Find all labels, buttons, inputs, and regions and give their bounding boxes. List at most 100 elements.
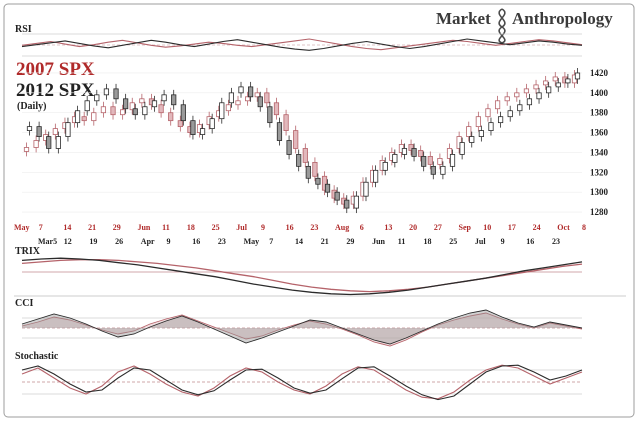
rsi-series-2007: [21, 38, 583, 51]
candle-body-series-2012: [517, 104, 523, 112]
candle-body-series-2007: [81, 116, 87, 122]
candle-body-series-2012: [286, 140, 292, 155]
candle-body-series-2007: [158, 104, 164, 114]
candle-body-series-2012: [344, 199, 350, 209]
candle-body-series-2012: [421, 156, 427, 167]
cci-line-series-2012: [21, 309, 583, 345]
x-tick-2007: 6: [360, 223, 364, 232]
candle-body-series-2012: [324, 183, 331, 193]
x-tick-2012: 11: [398, 237, 406, 246]
brand-left: Market: [436, 9, 491, 28]
y-tick-label: 1280: [590, 207, 609, 217]
y-tick-label: 1380: [590, 108, 609, 118]
rsi-series-2012: [21, 38, 583, 51]
x-tick-2012: 23: [218, 237, 226, 246]
candle-body-series-2012: [151, 100, 158, 108]
x-tick-2007: 24: [533, 223, 541, 232]
candle-body-series-2007: [293, 130, 299, 149]
stochastic-panel: Stochastic: [15, 351, 583, 401]
candle-body-series-2007: [446, 148, 453, 159]
x-tick-2012: 16: [192, 237, 200, 246]
dna-helix-icon: [498, 8, 506, 44]
candle-body-series-2007: [408, 144, 414, 151]
candle-body-series-2007: [254, 92, 260, 98]
candle-body-series-2012: [267, 106, 273, 124]
candle-body-series-2012: [209, 118, 215, 130]
x-tick-2012: Jul: [475, 237, 486, 246]
x-tick-2007: Jul: [236, 223, 247, 232]
candle-body-series-2012: [440, 165, 446, 175]
candle-body-series-2007: [494, 100, 501, 110]
x-tick-2012: 26: [115, 237, 123, 246]
rsi-title: RSI: [15, 24, 32, 35]
trix-panel: TRIX: [14, 246, 626, 297]
candle-body-series-2007: [418, 150, 424, 157]
x-tick-2007: 13: [384, 223, 392, 232]
candle-body-series-2007: [177, 120, 183, 128]
candle-body-series-2012: [142, 106, 148, 116]
rsi-panel: RSI: [15, 24, 583, 57]
candle-body-series-2007: [543, 80, 549, 86]
candle-body-series-2007: [514, 92, 520, 98]
candle-body-series-2012: [363, 181, 369, 197]
trix-title: TRIX: [15, 246, 41, 257]
x-tick-2007: 14: [63, 223, 71, 232]
candle-body-series-2007: [225, 104, 231, 112]
cci-area-series-2007: [22, 313, 582, 346]
candle-body-series-2012: [296, 154, 302, 167]
candle-body-series-2012: [113, 88, 119, 100]
candle-body-series-2012: [401, 148, 408, 155]
candle-body-series-2007: [533, 84, 539, 90]
legend-2012: 2012 SPX: [16, 80, 95, 101]
candle-body-series-2012: [65, 122, 71, 137]
candle-body-series-2012: [46, 136, 52, 149]
x-tick-2012: 21: [321, 237, 329, 246]
candle-body-series-2012: [248, 86, 254, 98]
candle-body-series-2007: [302, 148, 308, 163]
candle-body-series-2012: [305, 165, 311, 179]
candle-body-series-2012: [94, 94, 100, 102]
y-tick-label: 1300: [590, 187, 609, 197]
stochastic-title: Stochastic: [15, 351, 59, 362]
cci-panel: CCI: [15, 298, 583, 347]
candle-body-series-2012: [55, 136, 61, 149]
stoch-series-2012: [21, 364, 583, 401]
chart-background: [3, 3, 635, 418]
candle-body-series-2012: [449, 154, 456, 167]
candle-body-series-2012: [334, 191, 340, 201]
y-tick-label: 1420: [590, 68, 609, 78]
x-tick-2007: 21: [88, 223, 96, 232]
x-tick-2007: 29: [113, 223, 121, 232]
candle-body-series-2007: [245, 96, 251, 102]
candle-body-series-2007: [100, 106, 107, 114]
x-tick-2012: 29: [346, 237, 354, 246]
candle-body-series-2012: [546, 86, 552, 94]
candle-body-series-2012: [26, 126, 33, 131]
x-tick-2007: 8: [582, 223, 586, 232]
candle-body-series-2007: [437, 158, 443, 165]
x-tick-2007: Aug: [335, 223, 349, 232]
candle-body-series-2012: [36, 126, 42, 137]
candle-body-series-2012: [228, 92, 234, 104]
x-tick-2007: May: [14, 223, 30, 232]
candle-body-series-2007: [523, 88, 530, 94]
stoch-series-2007: [21, 364, 583, 400]
candle-body-series-2012: [219, 102, 225, 120]
x-tick-2007: 23: [310, 223, 318, 232]
candle-body-series-2012: [257, 96, 263, 108]
x-tick-2007: Sep: [459, 223, 472, 232]
candle-body-series-2007: [321, 175, 328, 191]
candle-body-series-2012: [103, 88, 110, 96]
candle-body-series-2012: [469, 136, 475, 143]
y-tick-label: 1340: [590, 147, 609, 157]
x-tick-2012: 9: [167, 237, 171, 246]
candle-body-series-2007: [264, 92, 270, 104]
candle-body-series-2007: [168, 112, 174, 122]
candle-body-series-2007: [33, 140, 39, 148]
x-tick-2007: 17: [508, 223, 516, 232]
x-tick-2007: 20: [409, 223, 417, 232]
candle-body-series-2012: [497, 116, 504, 124]
cci-title: CCI: [15, 298, 33, 309]
x-tick-2007: Oct: [557, 223, 570, 232]
